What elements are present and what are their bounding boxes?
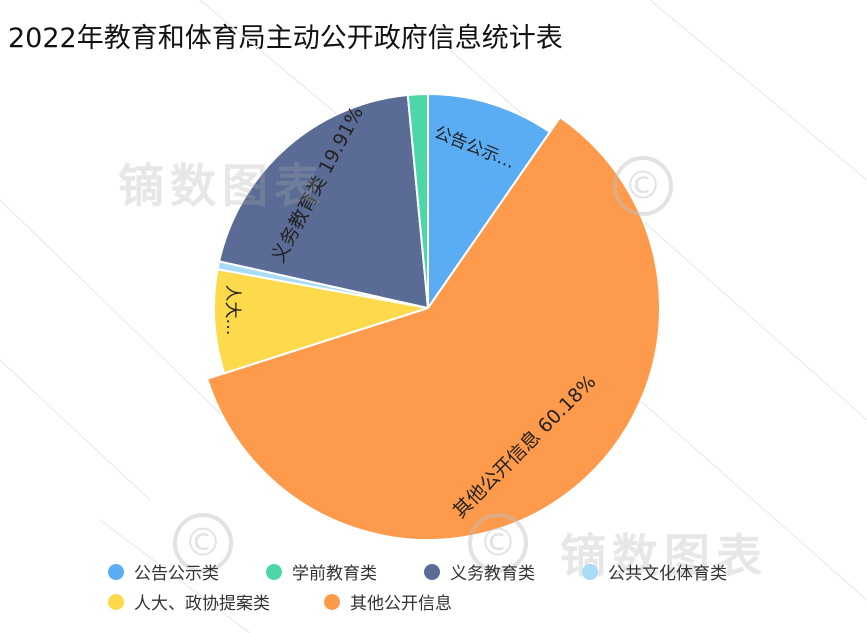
copyright-icon: © (613, 156, 673, 216)
legend-dot (582, 563, 598, 580)
pie-slice[interactable] (206, 116, 661, 541)
svg-text:©: © (184, 521, 222, 565)
legend-label: 义务教育类 (450, 564, 535, 584)
copyright-icon: © (468, 513, 528, 573)
legend-dot (108, 563, 124, 580)
watermark-icons: © © © (173, 156, 673, 573)
pie-slices (206, 93, 661, 541)
legend-item-0[interactable]: 公告公示类 (108, 559, 219, 584)
legend-label: 公告公示类 (134, 564, 219, 584)
legend-label: 公共文化体育类 (608, 564, 727, 584)
legend-dot (266, 563, 282, 580)
legend-label: 学前教育类 (292, 564, 377, 584)
svg-text:©: © (624, 164, 662, 208)
slice-label: 人大… (222, 285, 242, 336)
chart-title: 2022年教育和体育局主动公开政府信息统计表 (8, 23, 563, 54)
pie-slice[interactable] (427, 93, 551, 309)
legend-item-2[interactable]: 义务教育类 (424, 559, 535, 584)
legend-item-3[interactable]: 公共文化体育类 (582, 559, 727, 584)
watermark-line (0, 359, 151, 501)
pie-slice[interactable] (218, 93, 429, 309)
legend-item-5[interactable]: 其他公开信息 (324, 589, 452, 614)
watermark-text-1: 镝数图表 (118, 159, 326, 213)
copyright-icon: © (173, 513, 233, 573)
legend-item-4[interactable]: 人大、政协提案类 (108, 589, 270, 614)
legend-dot (324, 593, 340, 610)
legend-label: 人大、政协提案类 (134, 594, 270, 614)
legend-dot (108, 593, 124, 610)
pie-slice[interactable] (213, 268, 429, 375)
legend-label: 其他公开信息 (350, 594, 452, 614)
chart-legend: 公告公示类 学前教育类 义务教育类 公共文化体育类 人大、政协提案类 其他公开信… (0, 555, 867, 627)
legend-item-1[interactable]: 学前教育类 (266, 559, 377, 584)
watermark-line (449, 49, 867, 421)
svg-text:©: © (479, 521, 517, 565)
watermark-line (99, 519, 251, 633)
pie-slice[interactable] (406, 93, 429, 309)
legend-dot (424, 563, 440, 580)
watermark-line (649, 0, 867, 181)
